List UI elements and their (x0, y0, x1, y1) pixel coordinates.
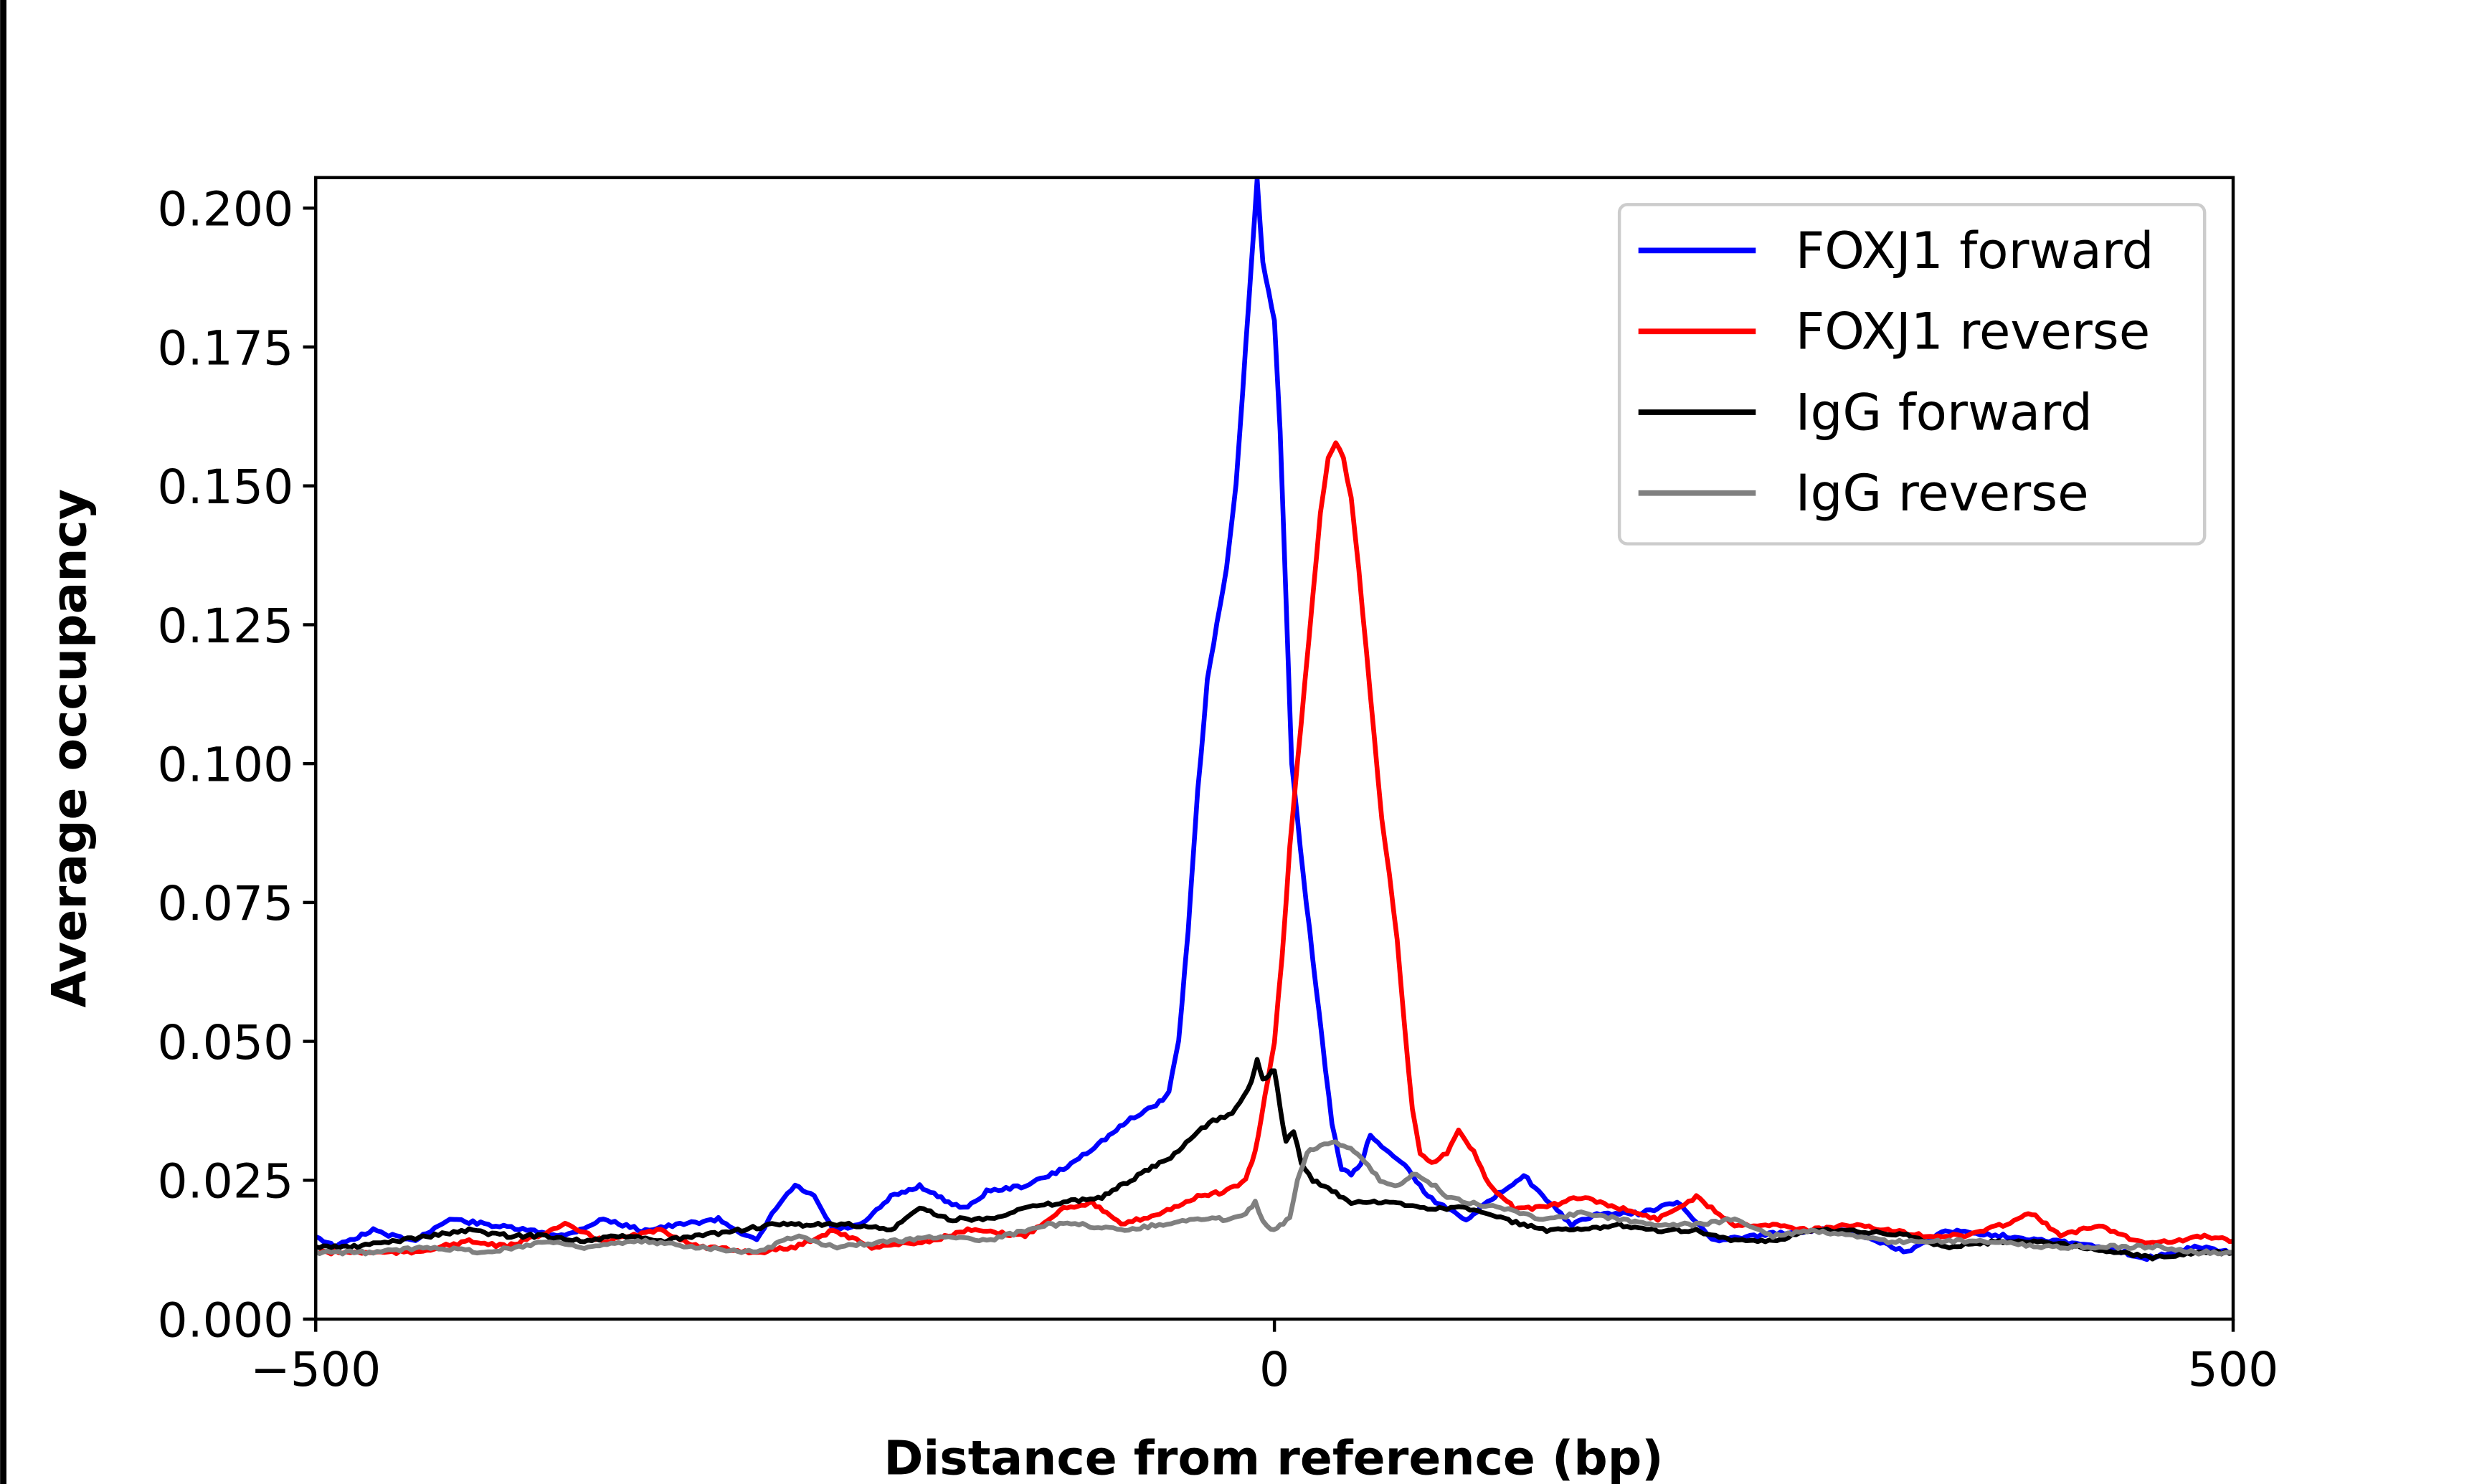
legend-label: IgG reverse (1796, 463, 2089, 523)
y-axis-label: Average occupancy (42, 489, 98, 1008)
y-tick-label: 0.075 (157, 875, 293, 931)
series-line-igg-reverse (314, 1139, 2234, 1257)
y-tick-label: 0.100 (157, 736, 293, 792)
legend-label: IgG forward (1796, 382, 2093, 442)
x-tick-label: 500 (2188, 1341, 2279, 1397)
legend-box (1617, 203, 2207, 546)
y-tick-label: 0.200 (157, 181, 293, 237)
y-tick-label: 0.175 (157, 320, 293, 376)
y-tick-label: 0.000 (157, 1292, 293, 1348)
legend: FOXJ1 forward FOXJ1 reverse IgG forward IgG… (1617, 203, 2207, 546)
y-axis-ticks: 0.000 0.025 0.050 0.075 0.100 0.125 0.150 0.175… (157, 181, 316, 1348)
left-edge-bar (0, 0, 7, 1484)
series-line-foxj1-reverse (316, 440, 2234, 1257)
x-axis-label: Distance from reference (bp) (884, 1430, 1663, 1484)
y-tick-label: 0.050 (157, 1014, 293, 1070)
y-tick-label: 0.025 (157, 1154, 293, 1209)
x-tick-label: −500 (250, 1341, 381, 1397)
series-lines (314, 176, 2234, 1262)
y-tick-label: 0.125 (157, 598, 293, 654)
x-tick-label: 0 (1259, 1341, 1289, 1397)
series-line-igg-forward (315, 1057, 2234, 1262)
legend-label: FOXJ1 reverse (1796, 302, 2151, 361)
x-axis-ticks: −500 0 500 (250, 1319, 2278, 1397)
legend-label: FOXJ1 forward (1796, 221, 2154, 280)
y-tick-label: 0.150 (157, 459, 293, 515)
